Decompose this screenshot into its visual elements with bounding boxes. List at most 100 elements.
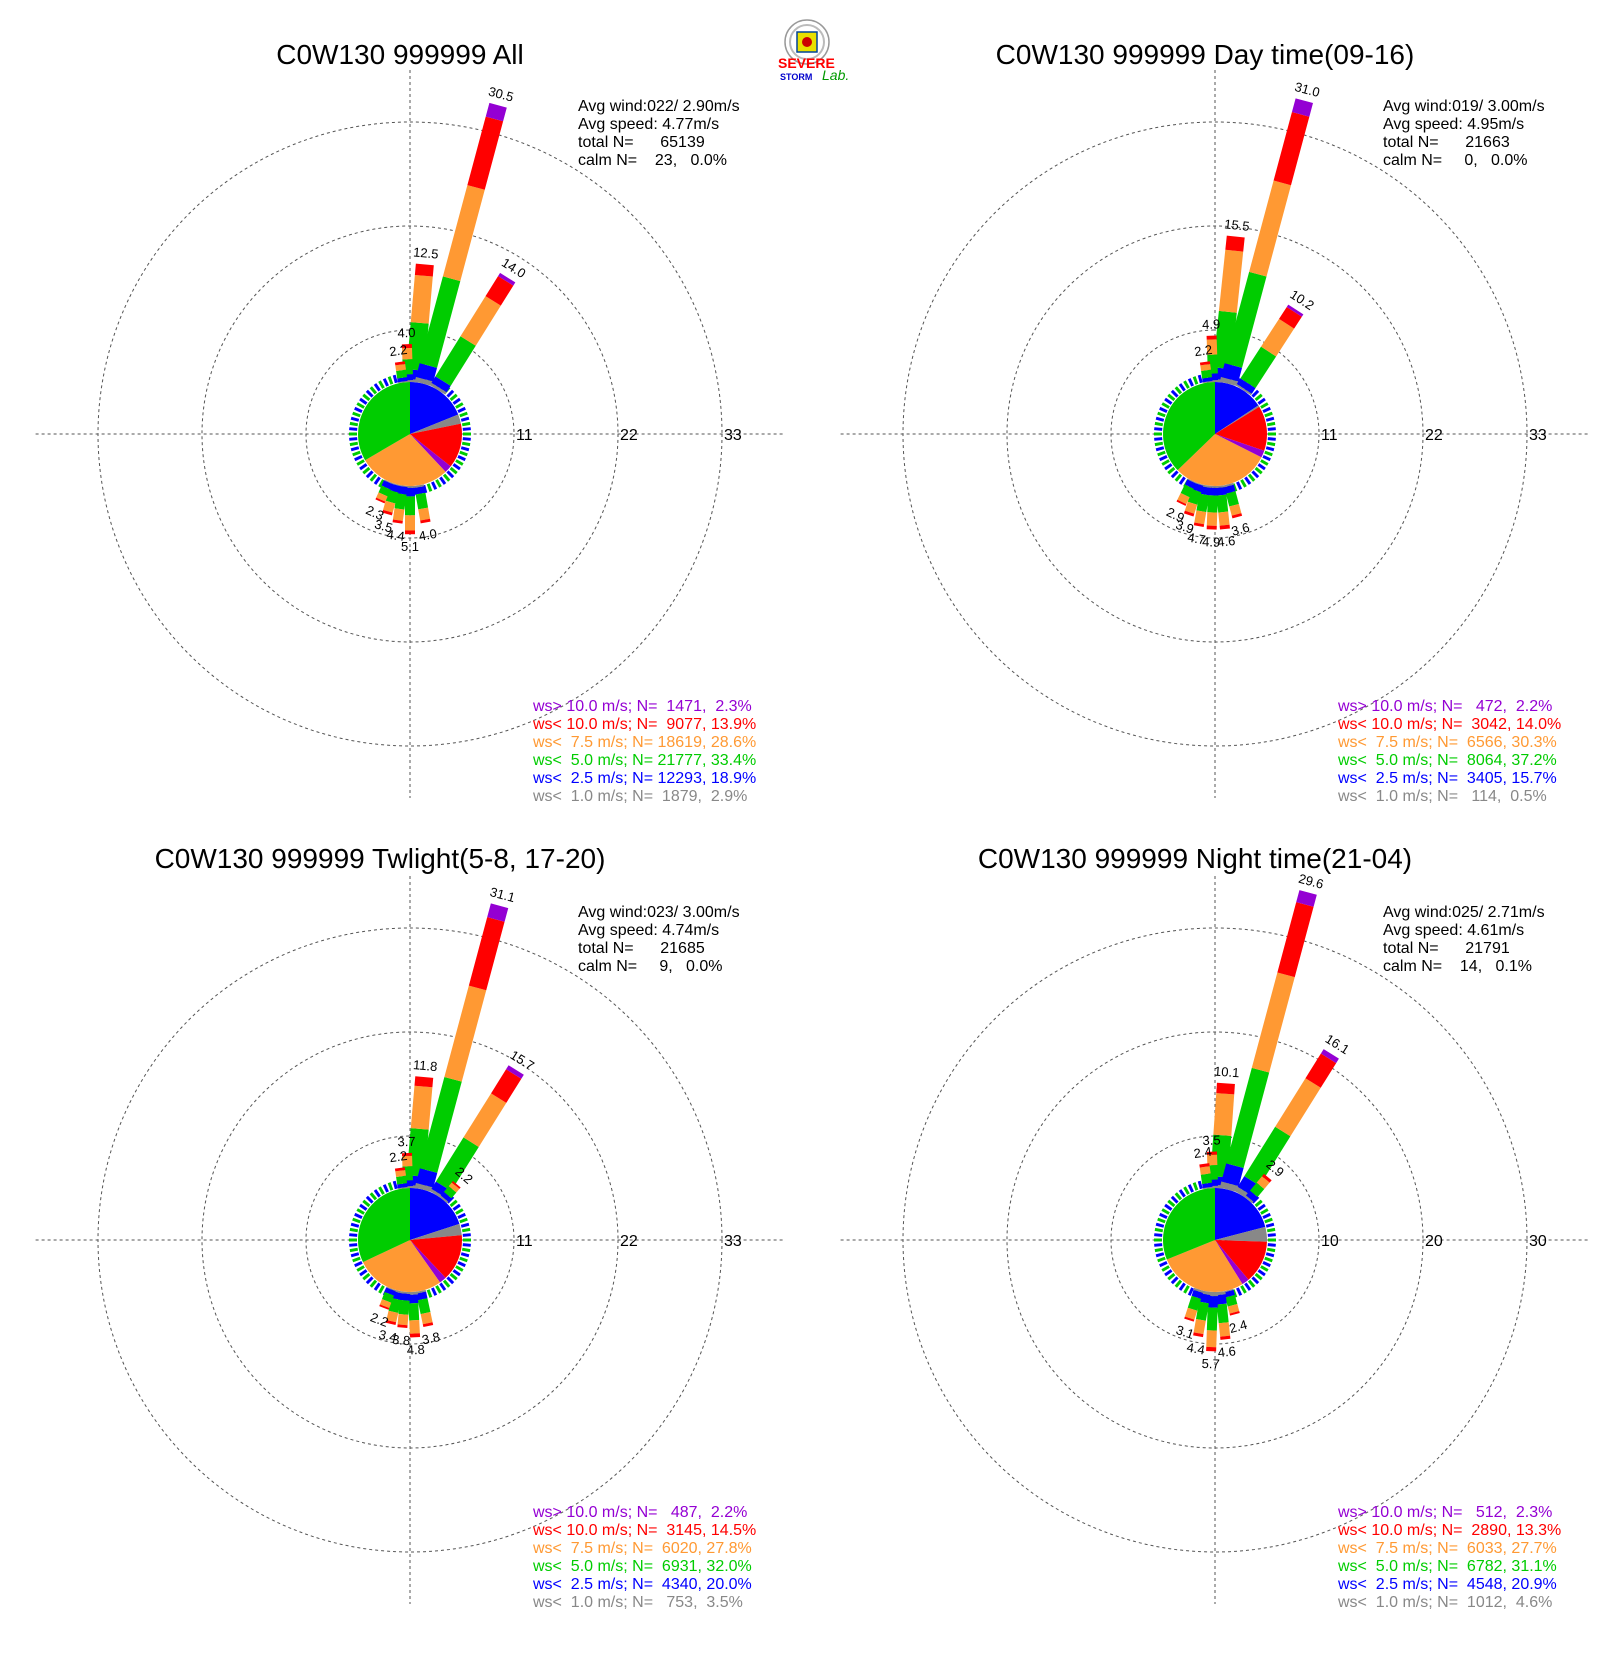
stats-line: total N= 21685 bbox=[578, 940, 705, 957]
legend-entry: ws< 10.0 m/s; N= 3145, 14.5% bbox=[532, 1522, 756, 1539]
spoke-segment bbox=[405, 487, 415, 497]
spoke: 30.5 bbox=[414, 84, 515, 387]
minor-spoke bbox=[1170, 470, 1179, 479]
stats-line: Avg speed: 4.77m/s bbox=[578, 116, 719, 133]
minor-spoke bbox=[392, 374, 398, 384]
spoke-segment bbox=[1206, 335, 1217, 340]
spoke-segment bbox=[1231, 513, 1243, 519]
legend-entry: ws< 10.0 m/s; N= 9077, 13.9% bbox=[532, 716, 756, 733]
spoke-segment bbox=[397, 1313, 409, 1326]
minor-spoke bbox=[1161, 1208, 1170, 1215]
minor-spoke bbox=[1164, 1203, 1173, 1211]
spoke-segment bbox=[409, 1333, 421, 1338]
minor-spoke bbox=[392, 1180, 398, 1190]
spoke-segment bbox=[1291, 98, 1314, 117]
spoke-segment bbox=[443, 1186, 457, 1199]
pie-slice bbox=[1215, 1240, 1267, 1280]
spoke-label: 2.4 bbox=[1193, 1144, 1213, 1161]
spoke-segment bbox=[1223, 482, 1234, 488]
spoke-segment bbox=[1193, 522, 1205, 528]
minor-spoke bbox=[387, 376, 394, 385]
minor-spoke bbox=[1197, 1180, 1203, 1190]
minor-spoke bbox=[1174, 473, 1183, 482]
spoke-segment bbox=[415, 1168, 438, 1188]
ring-tick-label: 11 bbox=[516, 427, 533, 444]
minor-spoke bbox=[1260, 459, 1269, 466]
spoke-segment bbox=[1296, 890, 1317, 907]
spoke-segment bbox=[460, 296, 501, 346]
spoke-segment bbox=[1305, 1053, 1337, 1088]
spoke-label: 3.4 bbox=[377, 1327, 398, 1346]
stats-line: Avg speed: 4.74m/s bbox=[578, 922, 719, 939]
minor-spoke bbox=[1159, 455, 1168, 462]
spoke-segment bbox=[1244, 1195, 1254, 1204]
minor-spoke bbox=[1161, 1265, 1170, 1272]
spoke: 2.2 bbox=[368, 1286, 397, 1330]
spoke-label: 4.0 bbox=[418, 526, 438, 544]
minor-spoke bbox=[378, 1285, 385, 1294]
minor-spoke bbox=[462, 427, 471, 431]
spoke-segment bbox=[382, 509, 393, 516]
minor-spoke bbox=[352, 450, 361, 457]
minor-spoke bbox=[435, 479, 442, 488]
ring-tick-label: 30 bbox=[1529, 1233, 1547, 1250]
minor-spoke bbox=[461, 1227, 471, 1233]
spoke-label: 3.8 bbox=[392, 1332, 411, 1349]
spoke-segment bbox=[1215, 1294, 1227, 1305]
pie-slice bbox=[1215, 1226, 1267, 1242]
spoke-segment bbox=[485, 276, 514, 306]
ring-tick-label: 33 bbox=[724, 1233, 742, 1250]
spoke-segment bbox=[1227, 1304, 1240, 1314]
minor-spoke bbox=[1251, 470, 1260, 479]
spoke: 3.1 bbox=[1174, 1287, 1204, 1342]
minor-spoke bbox=[1254, 393, 1263, 402]
spoke-segment bbox=[1219, 1181, 1239, 1193]
minor-spoke bbox=[1264, 450, 1273, 457]
minor-spoke bbox=[352, 1256, 361, 1263]
minor-spoke bbox=[365, 1276, 374, 1285]
minor-spoke bbox=[457, 455, 466, 462]
minor-spoke bbox=[446, 389, 455, 398]
minor-spoke bbox=[442, 1279, 451, 1288]
spoke-segment bbox=[1244, 1126, 1291, 1186]
spoke-label: 2.2 bbox=[1193, 342, 1213, 359]
spoke-segment bbox=[417, 1298, 431, 1315]
spoke-segment bbox=[1261, 318, 1295, 357]
pie-slice bbox=[410, 423, 462, 467]
minor-spoke bbox=[387, 1182, 394, 1191]
spoke-segment bbox=[1219, 376, 1239, 387]
minor-spoke bbox=[1174, 1279, 1183, 1288]
spoke: 3.9 bbox=[1174, 481, 1204, 537]
spoke-segment bbox=[1207, 1154, 1218, 1166]
spoke-segment bbox=[415, 363, 438, 382]
minor-spoke bbox=[349, 427, 358, 431]
minor-spoke bbox=[356, 1265, 365, 1272]
spoke-segment bbox=[409, 1319, 420, 1334]
spoke-segment bbox=[385, 1319, 397, 1325]
spoke-segment bbox=[429, 382, 447, 395]
minor-spoke bbox=[1159, 406, 1168, 413]
minor-spoke bbox=[1266, 1247, 1276, 1253]
spoke-segment bbox=[1245, 1190, 1258, 1202]
spoke-segment bbox=[1193, 1332, 1204, 1338]
spoke-segment bbox=[386, 1310, 399, 1323]
spoke-segment bbox=[397, 1186, 408, 1190]
spoke-segment bbox=[448, 1182, 460, 1193]
minor-spoke bbox=[1197, 374, 1203, 384]
legend-entry: ws< 1.0 m/s; N= 753, 3.5% bbox=[532, 1594, 743, 1611]
spoke-segment bbox=[414, 486, 426, 495]
spoke-segment bbox=[1225, 235, 1245, 252]
minor-spoke bbox=[452, 1269, 461, 1277]
minor-spoke bbox=[449, 1272, 458, 1281]
minor-spoke bbox=[1257, 1203, 1266, 1211]
spoke-segment bbox=[394, 493, 407, 510]
minor-spoke bbox=[354, 406, 363, 413]
minor-spoke bbox=[1265, 1252, 1275, 1258]
minor-spoke bbox=[455, 459, 464, 466]
minor-spoke bbox=[369, 386, 378, 395]
wind-rose-panel: 11 22 3311.831.115.72.23.72.23.84.83.83.42… bbox=[35, 843, 785, 1611]
minor-spoke bbox=[1264, 1217, 1273, 1224]
spoke: 31.0 bbox=[1219, 79, 1321, 387]
minor-spoke bbox=[354, 1261, 363, 1268]
